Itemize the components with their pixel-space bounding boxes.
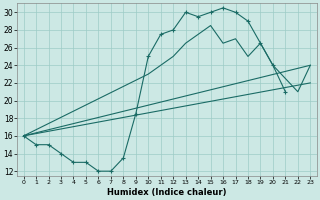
X-axis label: Humidex (Indice chaleur): Humidex (Indice chaleur): [107, 188, 227, 197]
